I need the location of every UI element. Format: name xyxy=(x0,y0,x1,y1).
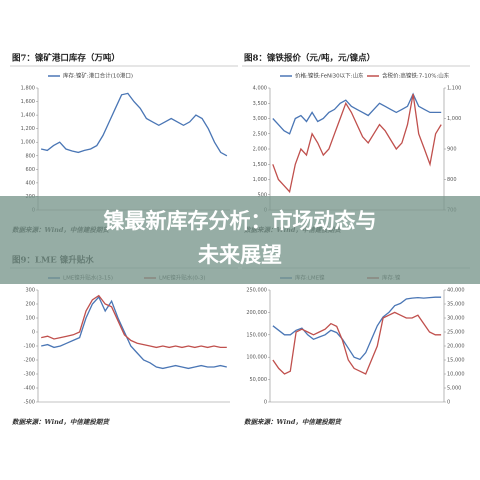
y-tick-label: -200 xyxy=(24,358,35,364)
y2-tick-label: 15,000 xyxy=(447,358,465,364)
source-note: 数据来源：Wind，中信建投期货 xyxy=(244,418,342,426)
y2-tick-label: 40,000 xyxy=(447,288,465,294)
y2-tick-label: 5,000 xyxy=(447,386,461,392)
banner xyxy=(0,196,480,284)
y2-tick-label: 20,000 xyxy=(447,344,465,350)
banner-text: 镍最新库存分析：市场动态与 xyxy=(104,209,377,233)
y-tick-label: 500 xyxy=(257,192,267,198)
chart-title: 图8：镍铁报价（元/吨，元/镍点） xyxy=(244,53,375,64)
y-tick-label: -300 xyxy=(24,372,35,378)
y2-tick-label: 800 xyxy=(447,177,457,183)
y-tick-label: 800 xyxy=(25,153,35,159)
y-tick-label: 100,000 xyxy=(246,355,267,361)
y-tick-label: 0 xyxy=(32,330,35,336)
y-tick-label: 50,000 xyxy=(250,377,268,383)
y-tick-label: 4,000 xyxy=(253,86,267,92)
y-tick-label: 3,500 xyxy=(253,101,267,107)
series-line xyxy=(40,92,228,157)
y2-tick-label: 35,000 xyxy=(447,302,465,308)
legend-label: 价格:镍铁:FeNi30以下:山东 xyxy=(295,72,364,80)
series-line xyxy=(272,296,442,361)
y2-tick-label: 900 xyxy=(447,147,457,153)
y-tick-label: 3,000 xyxy=(253,116,267,122)
chart-title: 图7：镍矿港口库存（万吨） xyxy=(12,53,120,64)
y2-tick-label: 10,000 xyxy=(447,372,465,378)
y-tick-label: 1,800 xyxy=(21,86,35,92)
y-tick-label: 1,400 xyxy=(21,113,35,119)
y-tick-label: 1,200 xyxy=(21,126,35,132)
y-tick-label: 1,600 xyxy=(21,99,35,105)
y-tick-label: -100 xyxy=(24,344,35,350)
y-tick-label: 200 xyxy=(25,302,35,308)
y2-tick-label: 1,000 xyxy=(447,116,461,122)
y-tick-label: 400 xyxy=(25,180,35,186)
y2-tick-label: 1,100 xyxy=(447,86,461,92)
source-note: 数据来源：Wind，中信建投期货 xyxy=(12,418,110,426)
y-tick-label: 250,000 xyxy=(246,288,267,294)
y-tick-label: 0 xyxy=(264,400,267,406)
legend-label: 含税价:高镍铁:7-10%:山东 xyxy=(382,72,450,80)
series-line xyxy=(272,93,442,194)
y2-tick-label: 30,000 xyxy=(447,316,465,322)
y-tick-label: 600 xyxy=(25,167,35,173)
y-tick-label: 1,000 xyxy=(21,140,35,146)
series-line xyxy=(41,294,227,349)
y-tick-label: 1,500 xyxy=(253,162,267,168)
series-line xyxy=(272,311,442,375)
y-tick-label: -400 xyxy=(24,386,35,392)
y-tick-label: 200,000 xyxy=(246,310,267,316)
y-tick-label: -500 xyxy=(24,400,35,406)
y2-tick-label: 0 xyxy=(447,400,450,406)
y2-tick-label: 25,000 xyxy=(447,330,465,336)
y-tick-label: 1,000 xyxy=(253,177,267,183)
series-line xyxy=(41,295,227,370)
banner-text: 未来展望 xyxy=(198,243,282,267)
y-tick-label: 150,000 xyxy=(246,332,267,338)
legend-label: 库存:镍矿:港口合计(10港口) xyxy=(63,72,133,80)
y-tick-label: 2,500 xyxy=(253,131,267,137)
y-tick-label: 100 xyxy=(25,316,35,322)
y-tick-label: 2,000 xyxy=(253,147,267,153)
y-tick-label: 300 xyxy=(25,288,35,294)
